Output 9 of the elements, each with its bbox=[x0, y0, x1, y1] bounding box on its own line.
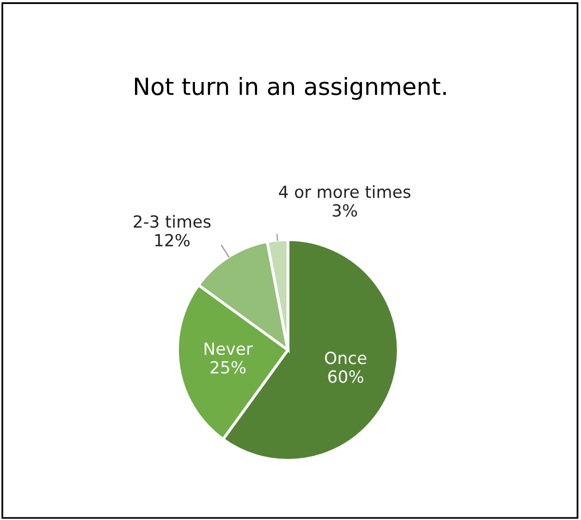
slice-label: Never bbox=[204, 342, 253, 355]
data-label: 25% bbox=[210, 361, 246, 374]
slice-label: 2-3 times bbox=[134, 214, 211, 228]
data-label: 12% bbox=[155, 234, 190, 246]
data-label: 3% bbox=[332, 204, 357, 217]
slice-label: 4 or more times bbox=[278, 185, 410, 198]
chart-title: Not turn in an assignment. bbox=[134, 76, 446, 100]
data-label: 60% bbox=[328, 370, 364, 383]
slice-label: Once bbox=[325, 352, 366, 364]
